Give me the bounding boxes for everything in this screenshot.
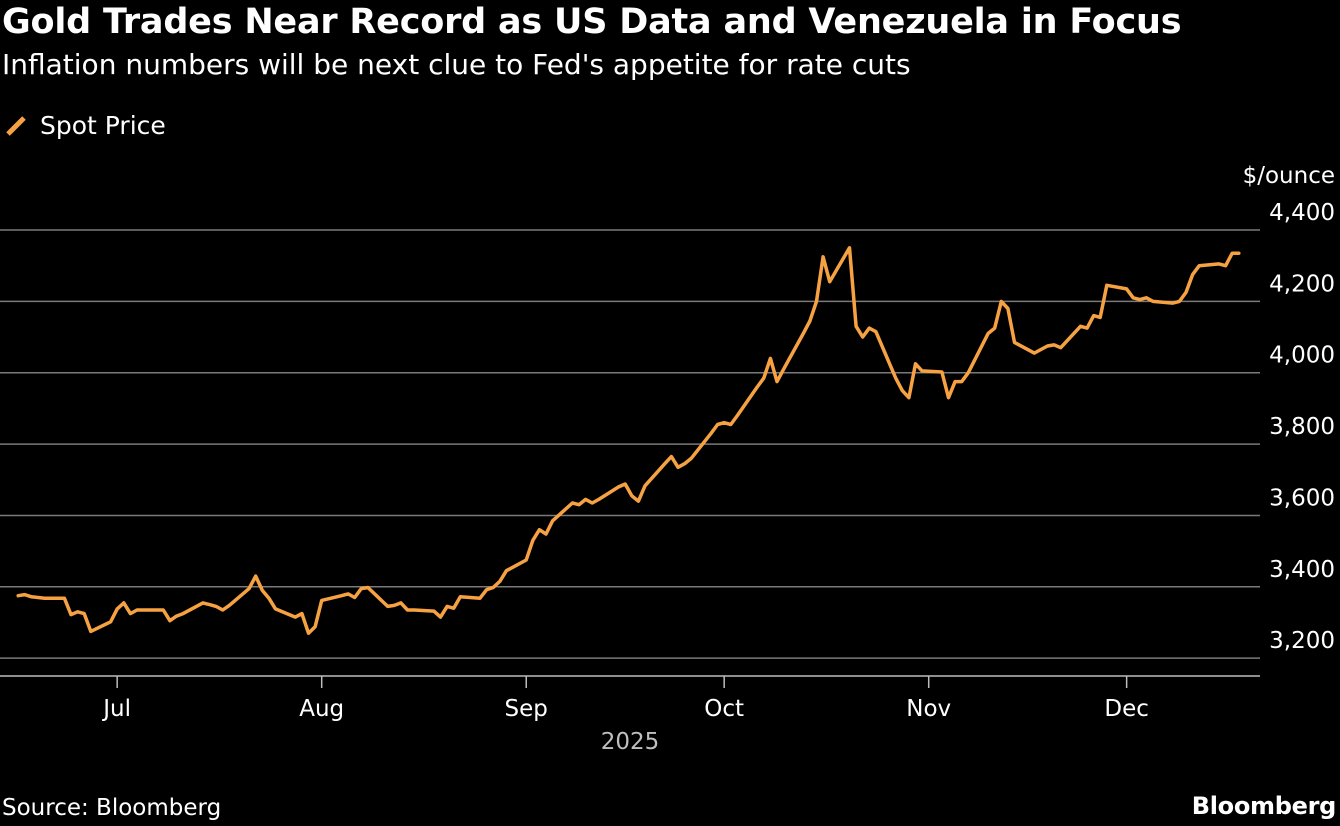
x-tick-label-sep: Sep: [505, 696, 548, 722]
series-line-spot-price: [16, 246, 1241, 635]
x-tick-label-jul: Jul: [101, 696, 131, 722]
gridlines: [0, 229, 1260, 659]
y-tick-label-4200: 4,200: [1269, 271, 1335, 297]
y-tick-label-4400: 4,400: [1269, 200, 1335, 226]
x-year-label: 2025: [601, 729, 660, 755]
x-tick-label-aug: Aug: [299, 696, 344, 722]
y-tick-label-3800: 3,800: [1269, 414, 1335, 440]
source-note: Source: Bloomberg: [2, 795, 222, 821]
axes: [0, 675, 1260, 688]
tick-labels: 3,200 3,400 3,600 3,800 4,000 4,200 4,400 $/oun…: [101, 163, 1335, 755]
legend-label-spot-price: Spot Price: [40, 110, 166, 140]
line-chart: 3,200 3,400 3,600 3,800 4,000 4,200 4,400 $/oun…: [0, 163, 1335, 755]
y-tick-label-3400: 3,400: [1269, 557, 1335, 583]
x-tick-label-dec: Dec: [1104, 696, 1149, 722]
legend: Spot Price: [2, 110, 166, 140]
y-tick-label-3600: 3,600: [1269, 485, 1335, 511]
y-tick-label-3200: 3,200: [1269, 628, 1335, 654]
legend-swatch-icon: [6, 116, 26, 136]
chart-subtitle: Inflation numbers will be next clue to F…: [2, 48, 911, 81]
bloomberg-logo: Bloomberg: [1191, 792, 1337, 820]
chart-title: Gold Trades Near Record as US Data and V…: [2, 2, 1182, 42]
x-tick-label-oct: Oct: [704, 696, 744, 722]
y-tick-label-4000: 4,000: [1269, 343, 1335, 369]
series: [16, 246, 1241, 635]
y-axis-unit-label: $/ounce: [1243, 163, 1335, 189]
x-tick-label-nov: Nov: [906, 696, 951, 722]
